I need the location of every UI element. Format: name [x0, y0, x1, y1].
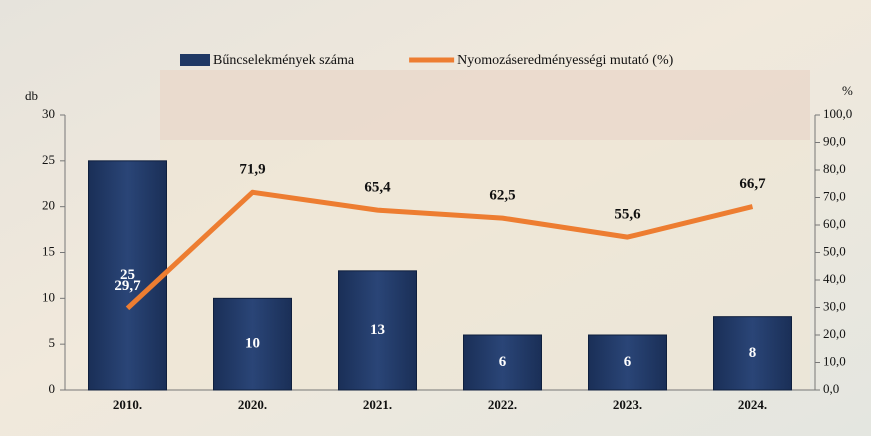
y2-tick-label: 40,0 [823, 271, 846, 286]
y-tick-label: 5 [49, 335, 56, 350]
line-value-label: 29,7 [114, 278, 141, 294]
y2-tick-label: 90,0 [823, 133, 846, 148]
line-value-label: 62,5 [489, 188, 515, 204]
legend-label: Bűncselekmények száma [213, 53, 355, 68]
x-tick-label: 2022. [488, 397, 517, 412]
y2-tick-label: 30,0 [823, 298, 846, 313]
y-tick-label: 30 [42, 106, 55, 121]
bar-value-label: 6 [624, 354, 632, 370]
y2-axis-label: % [842, 83, 853, 98]
line-value-label: 65,4 [364, 180, 391, 196]
y2-tick-label: 0,0 [823, 381, 839, 396]
y-tick-label: 20 [42, 198, 55, 213]
line-value-label: 66,7 [739, 176, 766, 192]
bar-value-label: 6 [499, 354, 507, 370]
background-roof [160, 70, 810, 140]
y2-tick-label: 100,0 [823, 106, 852, 121]
chart: db % 0 5 10 15 20 25 30 0,0 10,0 20,0 30,0 40,0 50,0… [0, 0, 871, 436]
y-axis-label: db [25, 88, 38, 103]
y-tick-label: 25 [42, 152, 55, 167]
y2-tick-label: 50,0 [823, 243, 846, 258]
line-value-label: 55,6 [614, 207, 641, 223]
line-value-label: 71,9 [239, 162, 265, 178]
y2-tick-label: 70,0 [823, 188, 846, 203]
bar-value-label: 8 [749, 345, 757, 361]
y2-tick-label: 60,0 [823, 216, 846, 231]
x-tick-label: 2010. [113, 397, 142, 412]
x-tick-label: 2024. [738, 397, 767, 412]
x-tick-label: 2020. [238, 397, 267, 412]
y-tick-label: 0 [49, 381, 56, 396]
y2-tick-label: 80,0 [823, 161, 846, 176]
y2-tick-label: 10,0 [823, 353, 846, 368]
y-tick-label: 10 [42, 289, 55, 304]
legend-swatch [180, 54, 210, 66]
bar-value-label: 10 [245, 336, 260, 352]
x-tick-label: 2021. [363, 397, 392, 412]
x-tick-label: 2023. [613, 397, 642, 412]
legend-label: Nyomozáseredményességi mutató (%) [457, 53, 673, 68]
bar-value-label: 13 [370, 322, 385, 338]
y-tick-label: 15 [42, 243, 55, 258]
y2-tick-label: 20,0 [823, 326, 846, 341]
